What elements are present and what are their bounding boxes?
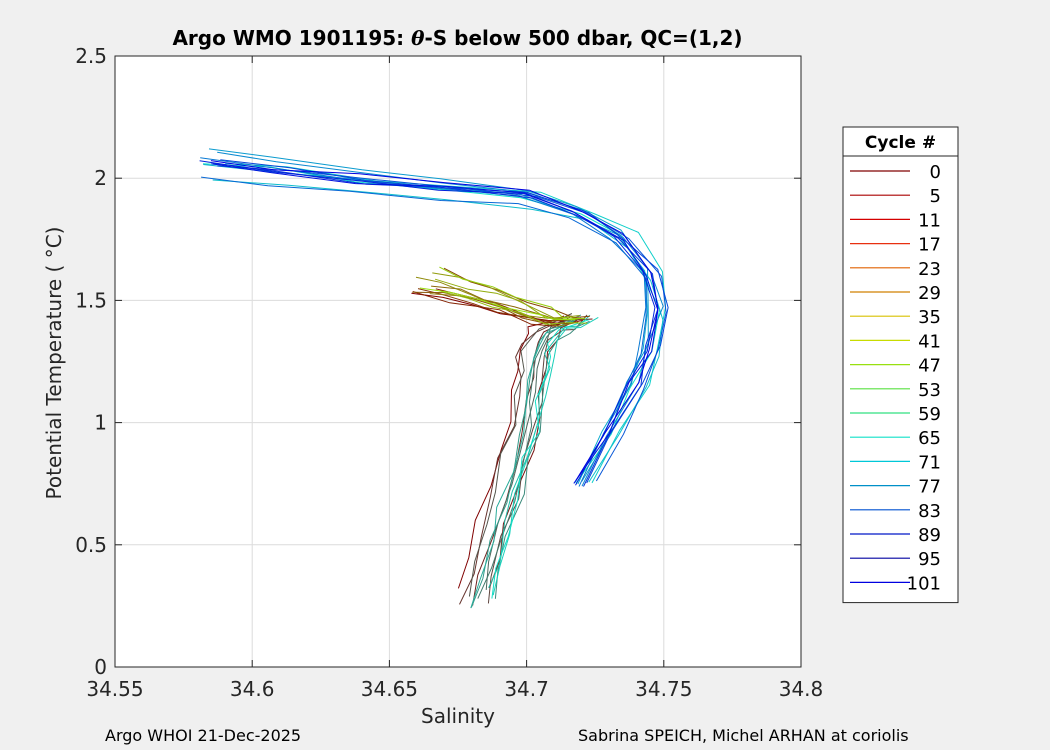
profile-line [492,316,599,596]
y-tick-label: 1.5 [75,288,107,312]
legend-label: 41 [918,331,941,352]
legend-label: 101 [907,573,941,594]
legend-label: 65 [918,428,941,449]
profile-line [439,266,586,320]
profile-line [470,319,576,609]
profile-line [457,315,565,589]
legend-label: 71 [918,452,941,473]
x-tick-label: 34.75 [635,677,692,701]
legend-label: 0 [930,162,941,183]
profile-line [468,313,573,597]
profile-line [488,314,591,589]
legend-label: 47 [918,356,941,377]
legend-label: 53 [918,380,941,401]
legend-label: 95 [918,549,941,570]
plot-area [115,56,801,667]
footer-source: Argo WHOI 21-Dec-2025 [105,726,302,745]
legend: Cycle # 0 5 11 17 23 29 35 41 47 53 59 65 71 77 83 89 95 1… [842,126,959,604]
profile-line [208,148,649,482]
plot-frame [114,55,802,668]
profile-line [491,319,590,599]
profile-line [494,320,590,599]
x-tick-label: 34.6 [230,677,275,701]
legend-title: Cycle # [865,133,936,153]
y-tick-label: 0 [94,655,107,679]
profile-line [211,163,659,484]
theta-s-profiles [199,148,669,609]
legend-label: 29 [918,283,941,304]
legend-label: 11 [918,210,941,231]
legend-label: 59 [918,404,941,425]
y-tick-label: 1 [94,411,107,435]
profile-line [217,165,667,482]
y-axis-label: Potential Temperature ( °C) [42,226,66,500]
x-tick-label: 34.7 [504,677,549,701]
legend-label: 5 [930,186,941,207]
legend-label: 35 [918,307,941,328]
legend-label: 83 [918,501,941,522]
profile-line [210,160,659,481]
legend-label: 77 [918,477,941,498]
profile-line [417,288,561,322]
legend-label: 23 [918,259,941,280]
legend-label: 89 [918,525,941,546]
profile-line [411,292,564,322]
x-tick-label: 34.55 [86,677,143,701]
profile-line [201,176,648,483]
axis-ticks: 34.55 34.6 34.65 34.7 34.75 34.8 0 0.5 1 1.5 2 2.5 [75,44,823,701]
y-tick-label: 0.5 [75,533,107,557]
x-tick-label: 34.8 [779,677,824,701]
profile-line [199,160,656,486]
chart-title: Argo WMO 1901195: θ-S below 500 dbar, QC… [172,26,743,50]
footer-credit: Sabrina SPEICH, Michel ARHAN at coriolis [578,726,909,745]
profile-line [443,267,590,319]
profile-line [412,291,566,327]
y-tick-label: 2 [94,166,107,190]
y-tick-label: 2.5 [75,44,107,68]
profile-line [220,159,669,484]
x-axis-label: Salinity [421,704,495,728]
x-tick-label: 34.65 [361,677,418,701]
profile-line [431,285,578,321]
legend-label: 17 [918,235,941,256]
profile-line [470,314,582,608]
profile-line [438,290,588,325]
profile-line [419,287,576,321]
